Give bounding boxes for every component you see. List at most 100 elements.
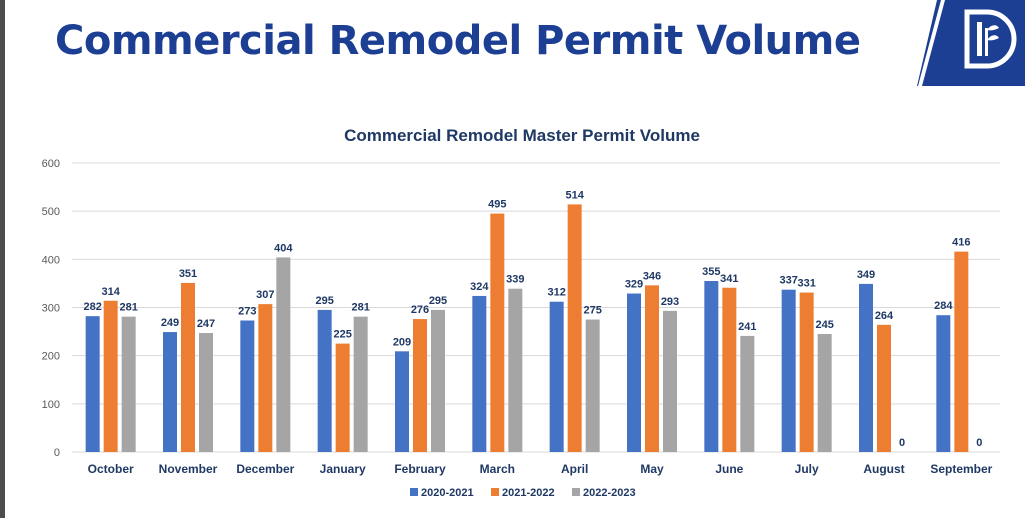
bar xyxy=(817,333,832,452)
data-label: 329 xyxy=(625,279,643,291)
bar xyxy=(335,343,350,452)
data-label: 241 xyxy=(738,321,756,333)
bar xyxy=(395,351,409,452)
x-tick-label: August xyxy=(863,462,904,476)
x-tick-label: May xyxy=(640,462,664,476)
bar xyxy=(258,304,273,452)
bar xyxy=(413,319,427,452)
bar xyxy=(181,282,195,452)
left-edge-bar xyxy=(0,0,5,518)
data-label: 416 xyxy=(952,237,970,249)
bar xyxy=(317,309,332,452)
data-label: 331 xyxy=(797,278,815,290)
data-label: 339 xyxy=(506,274,524,286)
legend-swatch xyxy=(572,488,580,496)
legend-swatch xyxy=(410,488,418,496)
legend-swatch xyxy=(491,488,499,496)
x-tick-label: March xyxy=(480,462,515,476)
bar xyxy=(799,292,814,452)
bar xyxy=(704,281,719,452)
data-label: 295 xyxy=(315,295,333,307)
chart-legend: 2020-2021 2021-2022 2022-2023 xyxy=(410,487,636,499)
data-label: 0 xyxy=(899,437,905,449)
legend-label: 2020-2021 xyxy=(421,487,474,499)
data-label: 307 xyxy=(256,289,274,301)
data-label: 314 xyxy=(101,286,120,298)
data-label: 495 xyxy=(488,199,506,211)
data-label: 355 xyxy=(702,266,720,278)
data-label: 275 xyxy=(583,305,601,317)
bar xyxy=(472,295,487,452)
bar xyxy=(85,316,100,452)
data-label: 245 xyxy=(815,319,833,331)
data-label: 404 xyxy=(274,242,293,254)
y-tick-label: 300 xyxy=(42,303,60,315)
bar xyxy=(722,287,737,452)
y-axis-ticks: 0 100 200 300 400 500 600 xyxy=(42,158,60,459)
page-title: Commercial Remodel Permit Volume xyxy=(55,18,861,64)
bar xyxy=(781,289,796,452)
data-label: 273 xyxy=(238,306,256,318)
bar xyxy=(163,332,177,452)
bar xyxy=(954,251,969,452)
x-tick-label: February xyxy=(394,462,446,476)
data-label: 225 xyxy=(333,329,351,341)
chart-title: Commercial Remodel Master Permit Volume xyxy=(344,126,700,145)
data-label: 349 xyxy=(857,269,875,281)
bar xyxy=(877,324,891,452)
bar xyxy=(567,204,582,452)
y-tick-label: 500 xyxy=(42,206,60,218)
bar xyxy=(663,310,677,452)
data-label: 209 xyxy=(393,336,411,348)
data-label: 351 xyxy=(179,268,197,280)
y-tick-label: 200 xyxy=(42,351,60,363)
bar xyxy=(936,315,951,452)
data-label: 247 xyxy=(197,318,215,330)
data-label: 281 xyxy=(119,302,137,314)
x-tick-label: April xyxy=(561,462,588,476)
x-tick-label: January xyxy=(320,462,366,476)
bar xyxy=(431,309,445,452)
y-tick-label: 600 xyxy=(42,158,60,170)
data-label: 346 xyxy=(643,270,661,282)
legend-label: 2022-2023 xyxy=(583,487,636,499)
y-tick-label: 400 xyxy=(42,254,60,266)
data-label: 0 xyxy=(976,437,982,449)
data-label: 282 xyxy=(83,301,101,313)
data-label: 293 xyxy=(661,296,679,308)
bar xyxy=(103,300,118,452)
bar xyxy=(353,316,368,452)
bar xyxy=(508,288,523,452)
data-label: 324 xyxy=(470,281,489,293)
y-tick-label: 0 xyxy=(54,447,60,459)
data-label: 295 xyxy=(429,295,447,307)
bar xyxy=(859,283,873,452)
data-label: 281 xyxy=(351,302,369,314)
bar xyxy=(240,320,255,452)
data-label: 264 xyxy=(875,310,894,322)
x-tick-label: September xyxy=(930,462,992,476)
bar xyxy=(627,293,641,452)
x-tick-label: November xyxy=(159,462,218,476)
data-label: 312 xyxy=(547,287,565,299)
bar xyxy=(585,319,600,452)
data-label: 249 xyxy=(161,317,179,329)
x-tick-label: June xyxy=(715,462,743,476)
data-label: 276 xyxy=(411,304,429,316)
bar xyxy=(740,335,755,452)
x-tick-label: October xyxy=(88,462,134,476)
x-axis-categories: October November December January February Ma… xyxy=(88,462,993,476)
data-label: 514 xyxy=(565,189,584,201)
bar xyxy=(549,301,564,452)
data-label: 337 xyxy=(779,275,797,287)
chart-gridlines xyxy=(72,162,1000,453)
bar xyxy=(490,213,505,452)
x-tick-label: July xyxy=(795,462,819,476)
x-tick-label: December xyxy=(236,462,294,476)
bar xyxy=(645,285,659,452)
y-tick-label: 100 xyxy=(42,399,60,411)
chart-bars xyxy=(85,204,969,452)
bar xyxy=(121,316,136,452)
